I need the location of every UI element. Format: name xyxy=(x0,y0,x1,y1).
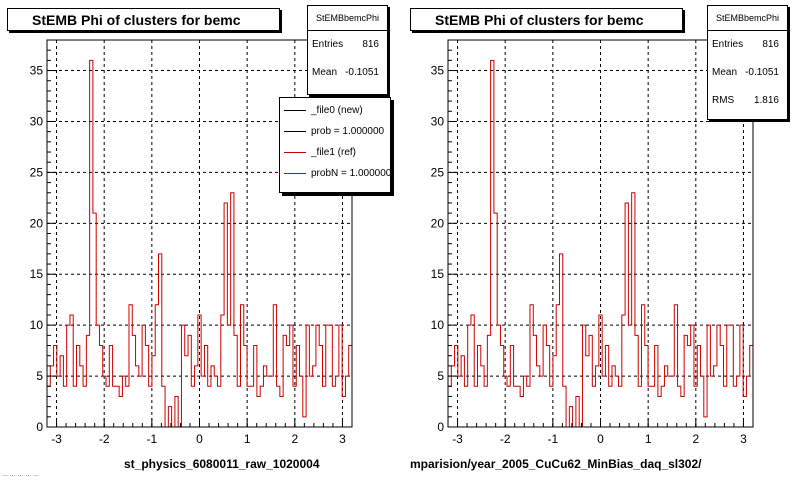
x-tick-label: 2 xyxy=(291,432,298,446)
y-tick-label: 35 xyxy=(30,64,44,78)
x-tick-label: 0 xyxy=(597,432,604,446)
histogram-line xyxy=(447,59,754,428)
panel-1-stats-mean-row: Mean -0.1051 xyxy=(308,59,387,87)
y-tick-label: 15 xyxy=(30,267,44,281)
legend-label: probN = 1.000000 xyxy=(311,168,391,179)
x-tick-label: -3 xyxy=(51,432,62,446)
x-tick-label: -1 xyxy=(147,432,158,446)
x-tick-label: 1 xyxy=(645,432,652,446)
panel-2-stats-name: StEMBbemcPhi xyxy=(708,6,787,31)
y-tick-label: 20 xyxy=(431,216,445,230)
panel-2-stats-mean-row: Mean -0.1051 xyxy=(708,59,787,87)
legend-label: _file0 (new) xyxy=(311,105,363,116)
panel-2-xlabel: mparision/year_2005_CuCu62_MinBias_daq_s… xyxy=(410,457,702,471)
y-tick-label: 0 xyxy=(437,420,444,434)
legend-label: _file1 (ref) xyxy=(311,147,357,158)
panel-1-entries-label: Entries xyxy=(312,39,344,50)
panel-2-stats-box: StEMBbemcPhi Entries 816 Mean -0.1051 RM… xyxy=(707,5,788,120)
x-tick-label: -3 xyxy=(452,432,463,446)
panel-2-stats-entries-row: Entries 816 xyxy=(708,31,787,59)
panel-2-title-text: StEMB Phi of clusters for bemc xyxy=(435,12,644,28)
footer-text: ... ... ... ... ... xyxy=(2,471,39,478)
x-tick-label: -1 xyxy=(548,432,559,446)
legend-line-red xyxy=(284,152,306,153)
panel-2-rms-label: RMS xyxy=(712,95,735,106)
legend-entry: prob = 1.000000 xyxy=(280,121,390,142)
y-tick-label: 15 xyxy=(431,267,445,281)
panel-1-xlabel: st_physics_6080011_raw_1020004 xyxy=(124,457,320,471)
panel-1-title: StEMB Phi of clusters for bemc xyxy=(7,8,280,31)
legend-line-black xyxy=(284,110,306,111)
panel-2-entries-label: Entries xyxy=(712,39,744,50)
y-tick-label: 30 xyxy=(30,114,44,128)
y-tick-label: 25 xyxy=(30,165,44,179)
x-tick-label: 2 xyxy=(692,432,699,446)
y-tick-label: 25 xyxy=(431,165,445,179)
x-tick-label: 3 xyxy=(740,432,747,446)
x-tick-label: 1 xyxy=(244,432,251,446)
panel-1-stats-box: StEMBbemcPhi Entries 816 Mean -0.1051 xyxy=(307,5,388,95)
panel-2-stats-rms-row: RMS 1.816 xyxy=(708,87,787,115)
x-tick-label: -2 xyxy=(99,432,110,446)
histogram-line xyxy=(46,59,353,428)
panel-2-mean-value: -0.1051 xyxy=(745,67,779,78)
y-tick-label: 10 xyxy=(431,318,445,332)
legend-entry: probN = 1.000000 xyxy=(280,163,390,184)
x-tick-label: 3 xyxy=(339,432,346,446)
legend-entry: _file1 (ref) xyxy=(280,142,390,163)
y-tick-label: 35 xyxy=(431,64,445,78)
x-tick-label: 0 xyxy=(196,432,203,446)
panel-1-title-text: StEMB Phi of clusters for bemc xyxy=(32,12,241,28)
panel-2-title: StEMB Phi of clusters for bemc xyxy=(410,8,683,31)
panel-2-entries-value: 816 xyxy=(762,39,779,50)
panel-1-entries-value: 816 xyxy=(362,39,379,50)
y-tick-label: 0 xyxy=(36,420,43,434)
x-tick-label: -2 xyxy=(500,432,511,446)
panel-1-mean-label: Mean xyxy=(312,67,338,78)
panel-1-legend: _file0 (new) prob = 1.000000 _file1 (ref… xyxy=(279,97,391,193)
legend-label: prob = 1.000000 xyxy=(311,126,385,137)
panel-1-stats-entries-row: Entries 816 xyxy=(308,31,387,59)
panel-1-stats-name: StEMBbemcPhi xyxy=(308,6,387,31)
y-tick-label: 5 xyxy=(437,369,444,383)
legend-entry: _file0 (new) xyxy=(280,100,390,121)
panel-2-rms-value: 1.816 xyxy=(753,95,779,106)
y-tick-label: 20 xyxy=(30,216,44,230)
y-tick-label: 5 xyxy=(36,369,43,383)
panel-2-mean-label: Mean xyxy=(712,67,738,78)
y-tick-label: 10 xyxy=(30,318,44,332)
panel-1-mean-value: -0.1051 xyxy=(345,67,379,78)
legend-line-red xyxy=(284,173,306,174)
y-tick-label: 30 xyxy=(431,114,445,128)
legend-line-black xyxy=(284,131,306,132)
